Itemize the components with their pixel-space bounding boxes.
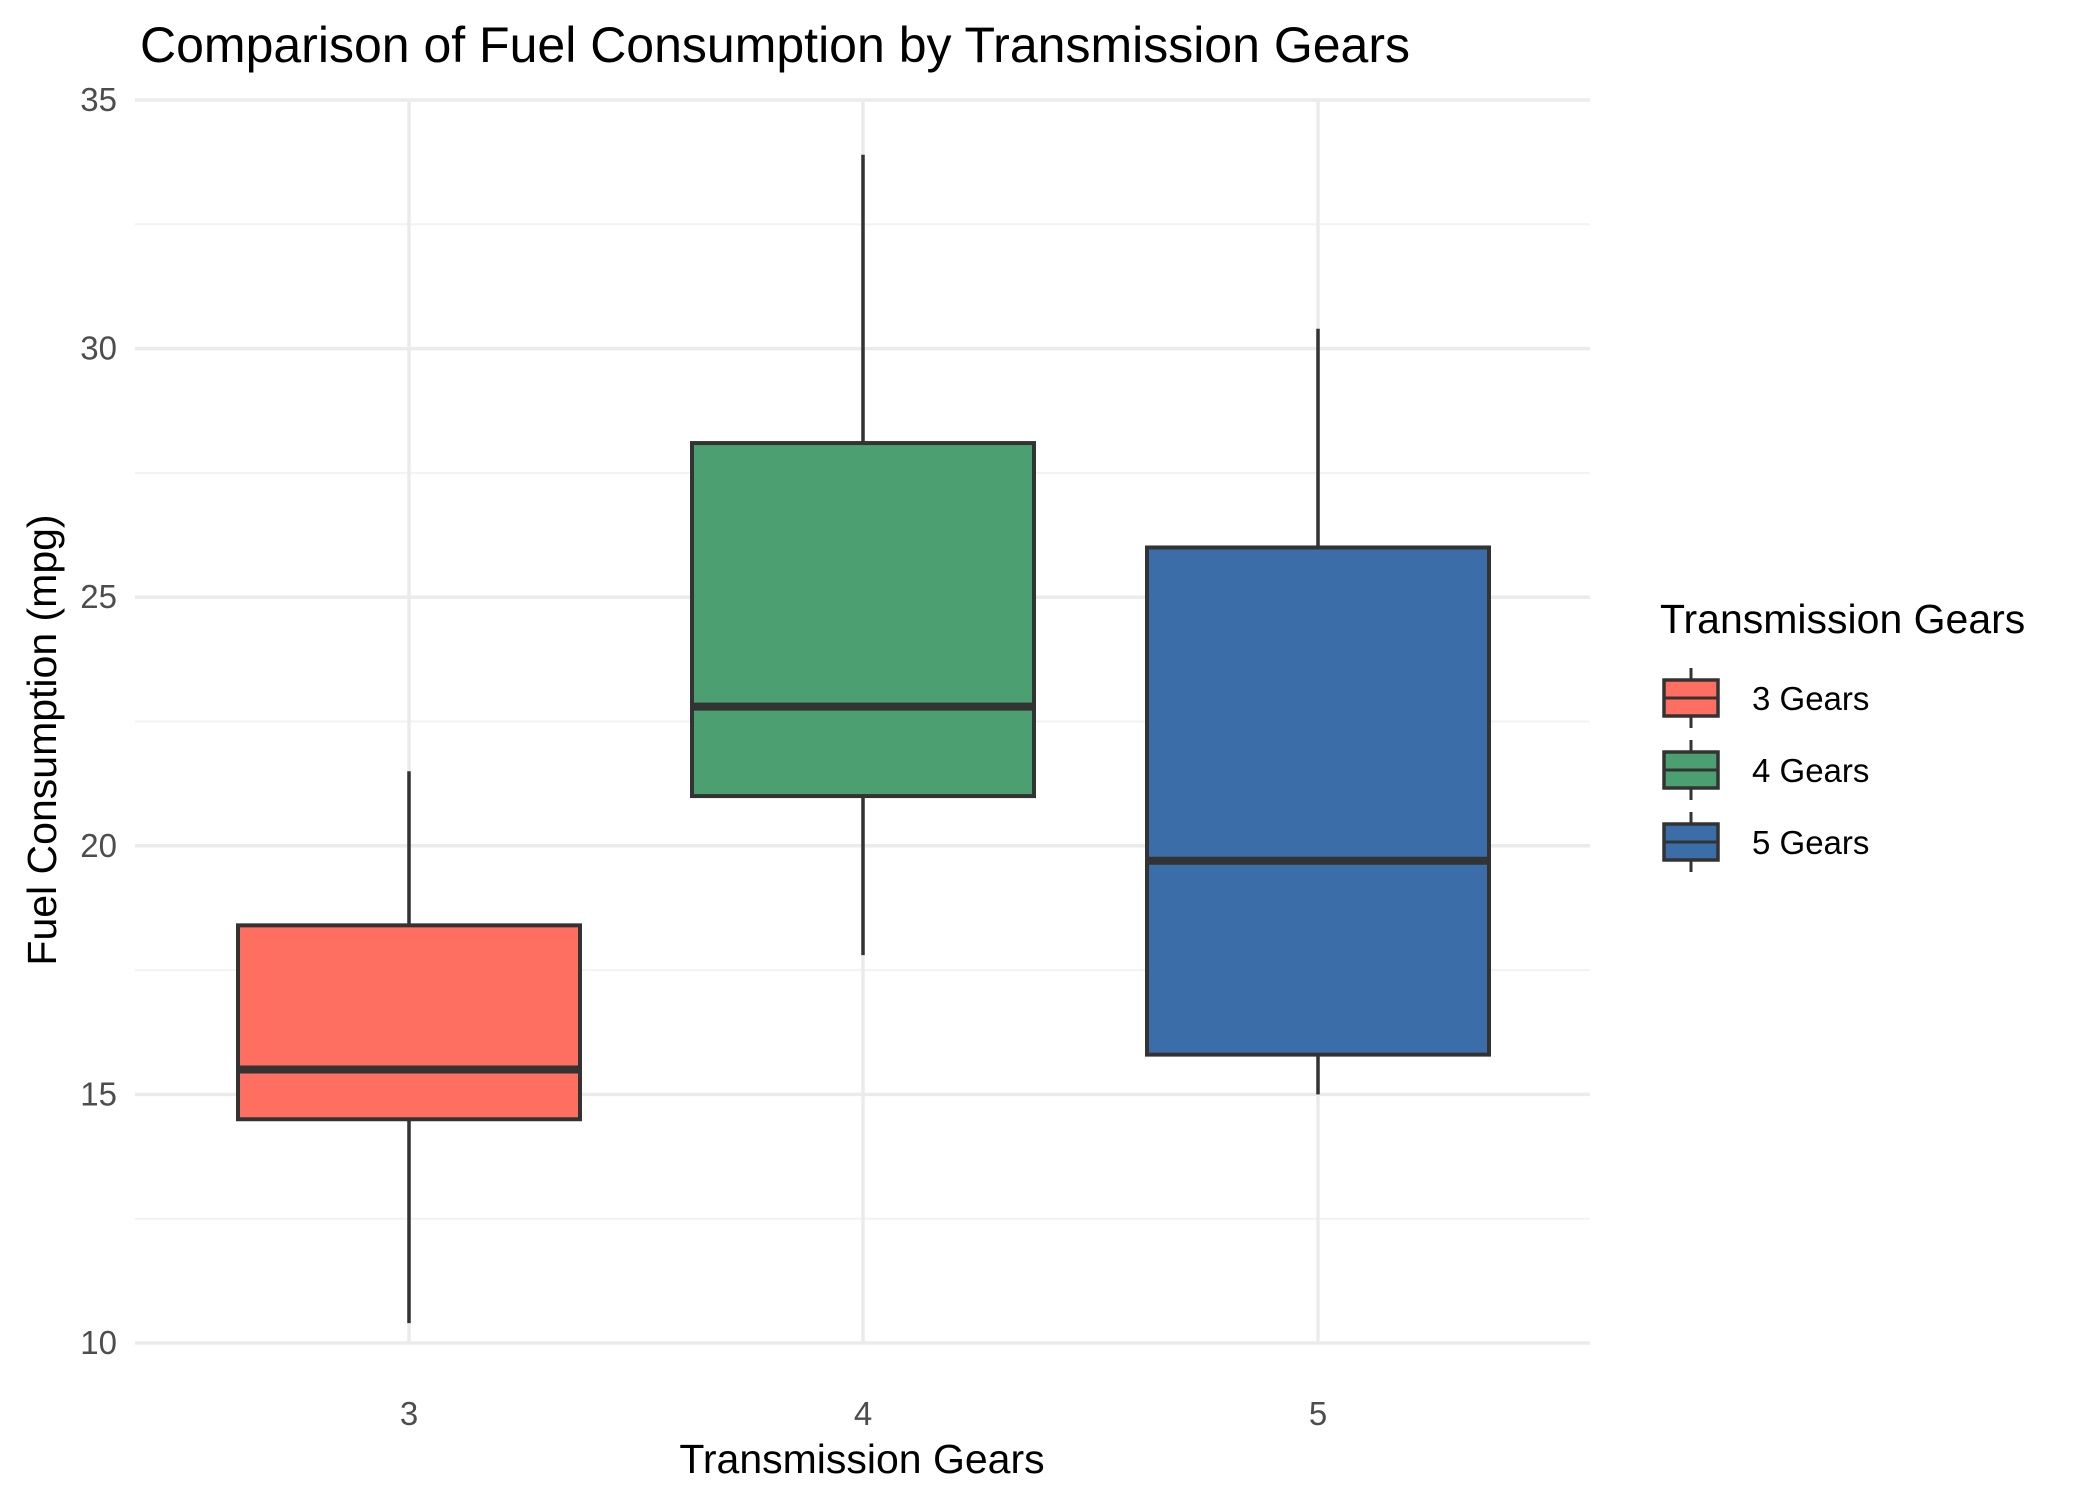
y-tick-label: 25 [80, 578, 117, 615]
box-iqr [236, 923, 582, 1122]
y-tick-label: 35 [80, 81, 117, 118]
y-axis-title: Fuel Consumption (mpg) [19, 514, 65, 965]
box-group-3 [236, 771, 582, 1324]
y-tick-label: 30 [80, 330, 117, 367]
legend-title: Transmission Gears [1660, 596, 2025, 642]
legend-label: 4 Gears [1752, 752, 1869, 789]
y-tick-label: 10 [80, 1324, 117, 1361]
legend-label: 5 Gears [1752, 824, 1869, 861]
x-tick-label: 5 [1309, 1395, 1327, 1432]
x-axis-title: Transmission Gears [679, 1436, 1044, 1482]
x-tick-labels: 3 4 5 [400, 1395, 1327, 1432]
legend-item-5: 5 Gears [1662, 812, 1869, 872]
x-tick-label: 3 [400, 1395, 418, 1432]
box-iqr [1145, 545, 1491, 1057]
y-tick-label: 15 [80, 1075, 117, 1112]
legend-items: 3 Gears 4 Gears 5 Gears [1662, 668, 1869, 872]
box-layer [236, 154, 1491, 1324]
box-group-5 [1145, 328, 1491, 1095]
legend-label: 3 Gears [1752, 680, 1869, 717]
y-tick-labels: 10 15 20 25 30 35 [80, 81, 117, 1361]
chart-title: Comparison of Fuel Consumption by Transm… [140, 17, 1410, 73]
box-group-4 [690, 154, 1036, 956]
legend: Transmission Gears 3 Gears 4 Gears 5 Gears [1660, 596, 2025, 872]
x-tick-label: 4 [854, 1395, 872, 1432]
box-iqr [690, 441, 1036, 799]
legend-item-4: 4 Gears [1662, 740, 1869, 800]
y-tick-label: 20 [80, 827, 117, 864]
legend-item-3: 3 Gears [1662, 668, 1869, 728]
